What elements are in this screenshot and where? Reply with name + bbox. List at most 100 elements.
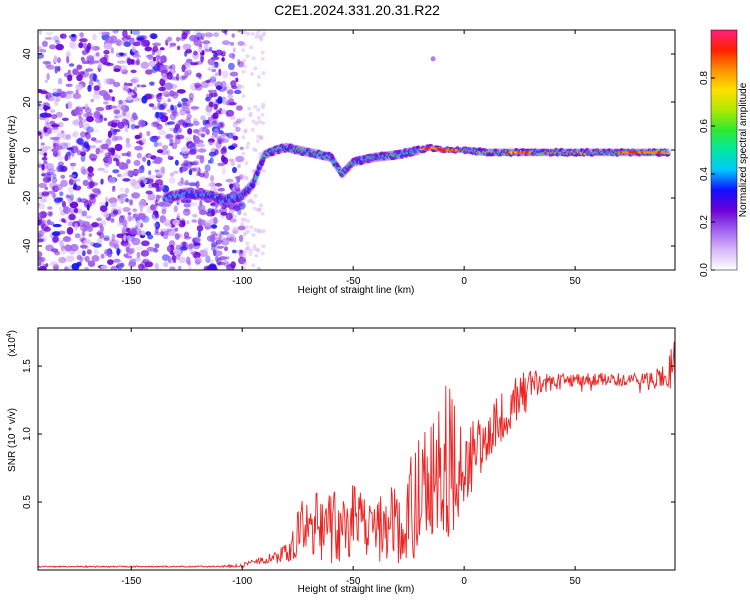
noise-blob	[251, 200, 256, 205]
noise-blob	[148, 175, 157, 179]
noise-blob	[213, 32, 220, 38]
noise-blob	[78, 42, 84, 49]
noise-blob	[134, 145, 144, 151]
noise-blob	[45, 263, 49, 268]
snr-multiplier-close: )	[7, 330, 18, 333]
noise-blob	[38, 261, 42, 266]
noise-blob	[90, 43, 95, 51]
noise-blob	[103, 235, 110, 240]
noise-blob	[240, 217, 245, 222]
noise-blob	[156, 96, 163, 101]
noise-blob	[79, 147, 88, 152]
noise-blob	[39, 146, 49, 152]
noise-blob	[151, 106, 158, 110]
noise-blob	[86, 249, 92, 255]
x-tick-label: 0	[461, 576, 467, 587]
noise-blob	[145, 190, 153, 195]
noise-blob	[116, 264, 122, 268]
noise-blob	[113, 157, 118, 162]
noise-blob	[112, 209, 119, 215]
noise-blob	[167, 255, 172, 264]
noise-blob	[134, 125, 140, 129]
noise-blob	[221, 166, 227, 175]
noise-blob	[262, 31, 267, 36]
noise-blob	[149, 33, 156, 39]
noise-blob	[116, 173, 122, 178]
noise-blob	[259, 37, 264, 42]
noise-blob	[45, 61, 51, 68]
noise-blob	[137, 36, 142, 41]
noise-blob	[187, 69, 191, 73]
noise-blob	[72, 119, 80, 126]
noise-blob	[130, 69, 137, 74]
noise-blob	[143, 264, 148, 270]
noise-blob	[152, 121, 160, 128]
noise-blob	[239, 249, 243, 254]
noise-blob	[199, 155, 205, 164]
noise-blob	[242, 253, 247, 258]
noise-blob	[260, 251, 265, 256]
noise-blob	[122, 109, 127, 117]
noise-blob	[197, 132, 202, 136]
noise-blob	[210, 75, 217, 80]
noise-blob	[186, 140, 194, 149]
noise-blob	[254, 35, 259, 40]
noise-blob	[233, 236, 237, 243]
noise-blob	[178, 265, 182, 270]
noise-blob	[192, 251, 195, 258]
noise-blob	[69, 40, 76, 48]
ridge-core	[255, 171, 260, 175]
noise-blob	[116, 261, 125, 269]
noise-blob	[211, 217, 219, 224]
noise-blob	[229, 41, 235, 46]
noise-blob	[108, 105, 118, 109]
snr-x-label: Height of straight line (km)	[298, 584, 415, 595]
noise-blob	[202, 119, 207, 126]
noise-blob	[145, 54, 154, 58]
noise-blob	[113, 239, 120, 245]
noise-blob	[252, 247, 257, 251]
noise-blob	[228, 208, 234, 216]
noise-blob	[160, 230, 165, 237]
noise-blob	[99, 150, 105, 154]
noise-blob	[116, 248, 122, 254]
noise-blob	[231, 249, 237, 254]
noise-blob	[108, 176, 116, 184]
noise-blob	[89, 153, 95, 160]
noise-blob	[242, 42, 247, 47]
noise-blob	[92, 33, 97, 41]
noise-blob	[97, 237, 103, 245]
noise-blob	[47, 206, 53, 210]
noise-blob	[129, 199, 133, 206]
noise-blob	[91, 222, 99, 228]
noise-blob	[209, 140, 213, 146]
noise-blob	[213, 53, 218, 58]
noise-blob	[46, 73, 50, 81]
noise-blob	[119, 64, 128, 72]
noise-blob	[207, 159, 211, 164]
spectrogram-heatmap	[38, 30, 671, 270]
noise-blob	[43, 152, 47, 157]
noise-blob	[67, 101, 73, 110]
noise-blob	[155, 185, 160, 192]
noise-blob	[251, 119, 256, 124]
noise-blob	[227, 89, 234, 95]
noise-blob	[112, 169, 120, 174]
colorbar-tick-label: 0.6	[699, 119, 710, 133]
noise-blob	[103, 42, 113, 50]
noise-blob	[146, 246, 155, 252]
noise-blob	[94, 117, 103, 124]
noise-blob	[52, 139, 60, 147]
noise-blob	[217, 162, 226, 167]
noise-blob	[237, 207, 242, 216]
noise-blob	[158, 86, 167, 92]
noise-blob	[38, 30, 43, 35]
noise-blob	[197, 217, 202, 225]
noise-blob	[235, 155, 245, 163]
noise-blob	[121, 152, 130, 157]
noise-blob	[204, 32, 214, 38]
noise-blob	[66, 255, 75, 263]
noise-blob	[83, 122, 91, 131]
noise-blob	[253, 227, 258, 232]
